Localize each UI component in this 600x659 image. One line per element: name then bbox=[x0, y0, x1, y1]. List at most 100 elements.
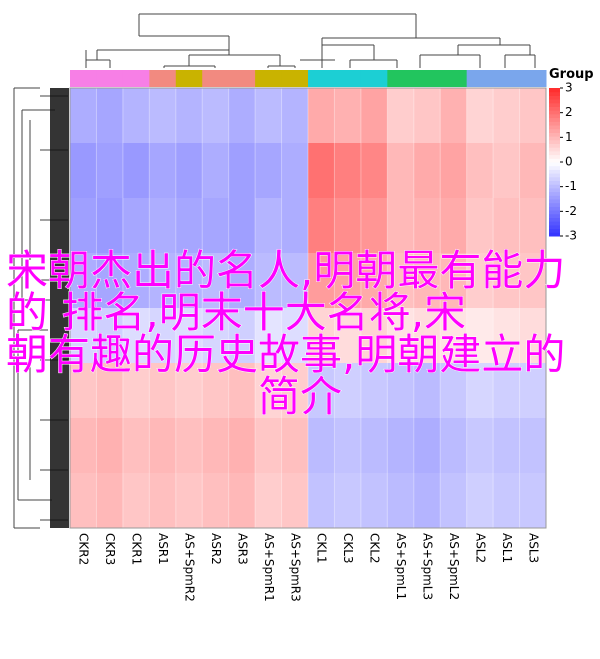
column-label: ASL1 bbox=[500, 533, 514, 563]
heat-cell bbox=[175, 88, 203, 144]
group-cell bbox=[70, 70, 97, 87]
heat-cell bbox=[228, 253, 256, 309]
heat-cell bbox=[149, 473, 177, 529]
colorbar-segment bbox=[549, 165, 560, 170]
colorbar-segment bbox=[549, 162, 560, 167]
heat-cell bbox=[175, 363, 203, 419]
heat-cell bbox=[281, 473, 309, 529]
heat-cell bbox=[202, 418, 230, 474]
column-label: CKL2 bbox=[368, 533, 382, 564]
heat-cell bbox=[281, 198, 309, 254]
heat-cell bbox=[440, 308, 468, 364]
colorbar-segment bbox=[549, 206, 560, 211]
group-cell bbox=[228, 70, 256, 87]
heat-cell bbox=[122, 363, 150, 419]
colorbar-segment bbox=[549, 176, 560, 181]
heat-cell bbox=[440, 198, 468, 254]
heat-cell bbox=[255, 363, 283, 419]
heat-cell bbox=[440, 473, 468, 529]
heat-cell bbox=[149, 253, 177, 309]
heat-cell bbox=[466, 253, 494, 309]
heat-cell bbox=[228, 308, 256, 364]
heat-cell bbox=[96, 363, 124, 419]
colorbar-label: 2 bbox=[565, 105, 573, 119]
heat-cell bbox=[334, 253, 362, 309]
heat-cell bbox=[334, 363, 362, 419]
column-label: CKL1 bbox=[315, 533, 329, 564]
heat-cell bbox=[308, 473, 335, 529]
heat-cell bbox=[334, 143, 362, 199]
heat-cell bbox=[387, 253, 415, 309]
colorbar-segment bbox=[549, 125, 560, 130]
heat-cell bbox=[308, 143, 335, 199]
colorbar-segment bbox=[549, 150, 560, 156]
colorbar-segment bbox=[549, 143, 560, 148]
heat-cell bbox=[440, 363, 468, 419]
heat-cell bbox=[255, 88, 283, 144]
colorbar-segment bbox=[549, 136, 560, 141]
heat-cell bbox=[466, 418, 494, 474]
heat-cell bbox=[228, 473, 256, 529]
heat-cell bbox=[202, 308, 230, 364]
heat-cell bbox=[519, 308, 547, 364]
column-label: CKR1 bbox=[130, 533, 144, 565]
heat-cell bbox=[308, 253, 335, 309]
column-label: AS+SpmL3 bbox=[421, 533, 435, 600]
group-cell bbox=[360, 70, 388, 87]
colorbar-segment bbox=[549, 139, 560, 144]
heat-cell bbox=[360, 143, 388, 199]
heat-cell bbox=[413, 473, 441, 529]
heat-cell bbox=[228, 363, 256, 419]
heat-cell bbox=[493, 418, 521, 474]
colorbar-segment bbox=[549, 173, 560, 178]
heat-cell bbox=[70, 363, 97, 419]
heat-cell bbox=[413, 418, 441, 474]
heat-cell bbox=[175, 253, 203, 309]
group-cell bbox=[175, 70, 203, 87]
heat-cell bbox=[360, 198, 388, 254]
heat-cell bbox=[466, 198, 494, 254]
heat-cell bbox=[440, 418, 468, 474]
heat-cell bbox=[308, 308, 335, 364]
heat-cell bbox=[255, 473, 283, 529]
heat-cell bbox=[202, 88, 230, 144]
heat-cell bbox=[360, 253, 388, 309]
overlay-title: 朝有趣的历史故事,明朝建立的 bbox=[6, 330, 565, 379]
heat-cell bbox=[413, 198, 441, 254]
group-cell bbox=[281, 70, 309, 87]
heat-cell bbox=[360, 308, 388, 364]
colorbar-segment bbox=[549, 102, 560, 107]
heat-cell bbox=[175, 308, 203, 364]
heat-cell bbox=[96, 198, 124, 254]
heat-cell bbox=[175, 418, 203, 474]
heat-cell bbox=[175, 198, 203, 254]
heat-cell bbox=[149, 198, 177, 254]
column-label: ASL3 bbox=[526, 533, 540, 563]
group-cell bbox=[440, 70, 468, 87]
overlay-title: 的 排名,明末十大名将,宋 bbox=[6, 288, 466, 337]
colorbar-segment bbox=[549, 217, 560, 222]
heat-cell bbox=[281, 143, 309, 199]
heat-cell bbox=[519, 88, 547, 144]
colorbar-segment bbox=[549, 191, 560, 196]
heat-cell bbox=[122, 143, 150, 199]
heat-cell bbox=[228, 418, 256, 474]
heatmap-frame bbox=[69, 87, 547, 529]
heat-cell bbox=[255, 253, 283, 309]
column-label: AS+SpmR1 bbox=[262, 533, 276, 602]
colorbar-segment bbox=[549, 106, 560, 111]
colorbar-label: -2 bbox=[565, 204, 577, 218]
heat-cell bbox=[440, 253, 468, 309]
colorbar-label: -1 bbox=[565, 179, 577, 193]
colorbar-segment bbox=[549, 110, 560, 115]
heat-cell bbox=[122, 198, 150, 254]
heat-cell bbox=[493, 253, 521, 309]
heat-cell bbox=[519, 418, 547, 474]
heat-cell bbox=[96, 418, 124, 474]
heat-cell bbox=[122, 308, 150, 364]
heat-cell bbox=[122, 88, 150, 144]
column-dendrogram bbox=[85, 13, 536, 68]
column-label: AS+SpmR3 bbox=[288, 533, 302, 602]
heat-cell bbox=[70, 143, 97, 199]
